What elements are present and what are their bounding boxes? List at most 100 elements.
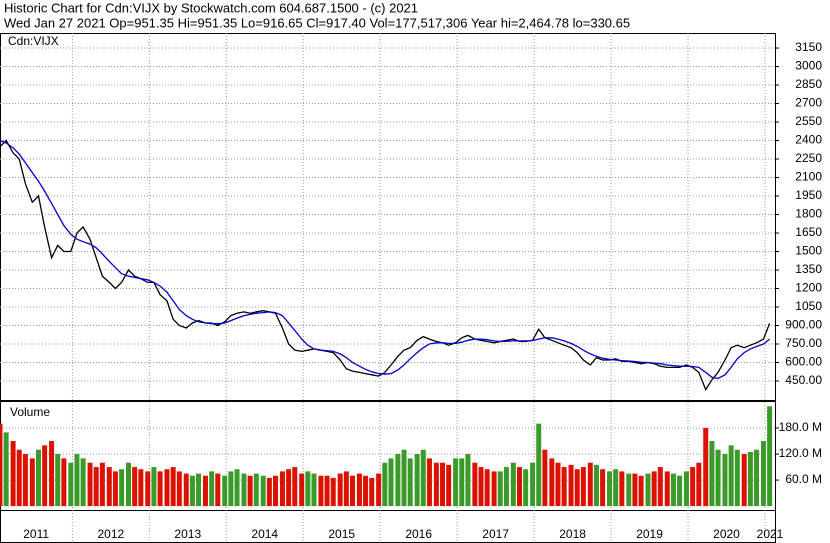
volume-bar bbox=[638, 475, 644, 507]
volume-bar bbox=[728, 445, 734, 507]
volume-bar bbox=[747, 451, 753, 507]
volume-bar bbox=[536, 423, 542, 507]
volume-bar bbox=[446, 464, 452, 507]
volume-bar bbox=[112, 471, 118, 507]
volume-bar bbox=[0, 423, 3, 507]
volume-bar bbox=[472, 462, 478, 507]
volume-bar bbox=[266, 477, 272, 507]
volume-bar bbox=[593, 464, 599, 507]
volume-bar bbox=[715, 449, 721, 507]
y-tick-label: 1500 bbox=[795, 244, 822, 258]
y-tick-label: 1350 bbox=[795, 262, 822, 276]
volume-bar bbox=[587, 462, 593, 507]
volume-bar bbox=[734, 449, 740, 507]
volume-bar bbox=[10, 441, 16, 507]
volume-bar bbox=[260, 475, 266, 507]
volume-bar bbox=[542, 449, 548, 507]
volume-bar bbox=[68, 462, 74, 507]
volume-bar bbox=[516, 467, 522, 507]
y-tick-label: 2550 bbox=[795, 114, 822, 128]
volume-bar bbox=[164, 469, 170, 507]
volume-bar bbox=[138, 469, 144, 507]
volume-bar bbox=[305, 471, 311, 507]
volume-bar bbox=[382, 462, 388, 507]
volume-bar bbox=[145, 471, 151, 507]
volume-bar bbox=[690, 467, 696, 507]
volume-bar bbox=[3, 432, 9, 507]
volume-bar bbox=[196, 473, 202, 507]
volume-bar bbox=[215, 473, 221, 507]
volume-bar bbox=[337, 473, 343, 507]
volume-bar bbox=[741, 454, 747, 507]
volume-bar bbox=[549, 458, 555, 507]
header-info: Wed Jan 27 2021 Op=951.35 Hi=951.35 Lo=9… bbox=[4, 15, 630, 30]
volume-bar bbox=[35, 449, 41, 507]
y-tick-label: 1050 bbox=[795, 299, 822, 313]
volume-bar bbox=[126, 462, 132, 507]
volume-bar bbox=[530, 462, 536, 507]
volume-bar bbox=[420, 449, 426, 507]
volume-bar bbox=[228, 471, 234, 507]
volume-bar bbox=[349, 475, 355, 507]
x-tick-label: 2020 bbox=[713, 527, 740, 541]
volume-bar bbox=[401, 449, 407, 507]
volume-bar bbox=[754, 449, 760, 507]
volume-bar bbox=[286, 469, 292, 507]
volume-bar bbox=[767, 406, 773, 507]
y-tick-label: 180.0 M bbox=[779, 420, 822, 434]
volume-bar bbox=[465, 454, 471, 507]
volume-bar bbox=[722, 454, 728, 507]
volume-bar bbox=[157, 471, 163, 507]
volume-bar bbox=[22, 454, 28, 507]
y-tick-label: 60.0 M bbox=[785, 472, 822, 486]
volume-bar bbox=[176, 471, 182, 507]
x-tick-label: 2011 bbox=[23, 527, 49, 541]
x-tick-label: 2021 bbox=[757, 527, 784, 541]
y-tick-label: 600.00 bbox=[785, 355, 822, 369]
volume-bar bbox=[93, 467, 99, 507]
volume-bar bbox=[99, 462, 105, 507]
header-title: Historic Chart for Cdn:VIJX by Stockwatc… bbox=[4, 0, 418, 15]
volume-bar bbox=[292, 467, 298, 507]
volume-bar bbox=[414, 454, 420, 507]
volume-bar bbox=[343, 471, 349, 507]
y-tick-label: 1200 bbox=[795, 281, 822, 295]
y-tick-label: 2700 bbox=[795, 96, 822, 110]
volume-bar bbox=[407, 458, 413, 507]
volume-bar bbox=[29, 458, 35, 507]
volume-bar bbox=[151, 467, 157, 507]
volume-bar bbox=[426, 458, 432, 507]
volume-bar bbox=[484, 469, 490, 507]
y-tick-label: 1650 bbox=[795, 225, 822, 239]
y-tick-label: 120.0 M bbox=[779, 446, 822, 460]
x-tick-label: 2015 bbox=[328, 527, 355, 541]
y-tick-label: 2850 bbox=[795, 77, 822, 91]
y-tick-label: 2250 bbox=[795, 151, 822, 165]
y-tick-label: 1800 bbox=[795, 207, 822, 221]
x-tick-label: 2018 bbox=[559, 527, 586, 541]
volume-bar bbox=[279, 471, 285, 507]
volume-bar bbox=[632, 473, 638, 507]
volume-bar bbox=[49, 441, 55, 507]
volume-bar bbox=[523, 469, 529, 507]
volume-bar bbox=[241, 473, 247, 507]
volume-bar bbox=[234, 469, 240, 507]
price-line bbox=[0, 139, 771, 392]
volume-bar bbox=[253, 473, 259, 507]
volume-bar bbox=[626, 473, 632, 507]
volume-bar bbox=[189, 475, 195, 507]
volume-bar bbox=[459, 458, 465, 507]
volume-bar bbox=[183, 473, 189, 507]
volume-bar bbox=[395, 454, 401, 507]
volume-bar bbox=[607, 471, 613, 507]
volume-bar bbox=[600, 469, 606, 507]
volume-bar bbox=[330, 477, 336, 507]
volume-bar bbox=[760, 441, 766, 507]
volume-bar bbox=[664, 471, 670, 507]
volume-bar bbox=[478, 467, 484, 507]
volume-bar bbox=[318, 475, 324, 507]
volume-bar bbox=[651, 471, 657, 507]
volume-bar bbox=[170, 467, 176, 507]
volume-bar bbox=[497, 471, 503, 507]
